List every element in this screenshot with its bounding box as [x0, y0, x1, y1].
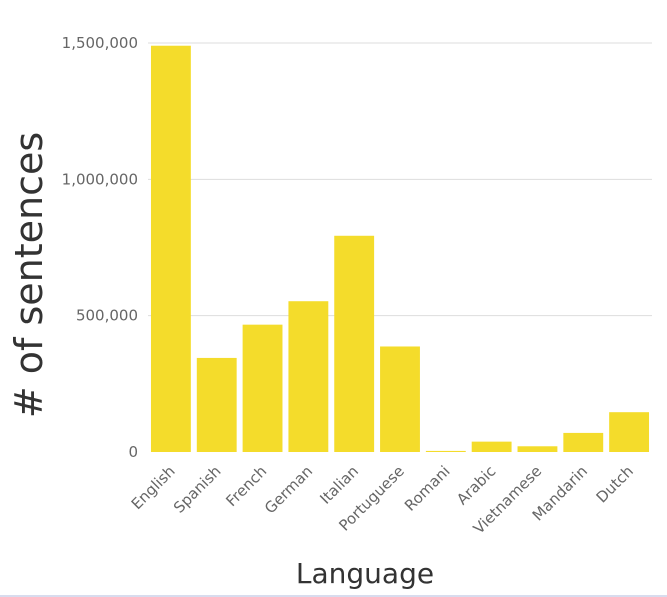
bar-english — [150, 45, 191, 453]
y-tick-label: 1,500,000 — [62, 34, 138, 52]
x-tick-label: Romani — [401, 462, 454, 515]
bar-vietnamese — [517, 446, 558, 452]
bar-romani — [425, 450, 466, 452]
bar-portuguese — [380, 346, 420, 452]
bar-spanish — [196, 357, 237, 452]
bar-dutch — [609, 412, 650, 452]
bar-arabic — [471, 441, 512, 452]
bars — [150, 45, 650, 453]
x-tick-label: Dutch — [593, 462, 637, 506]
bar-italian — [334, 235, 375, 452]
bar-mandarin — [563, 432, 604, 452]
y-tick-label: 500,000 — [76, 307, 138, 325]
gridlines — [148, 42, 652, 317]
bottom-divider — [0, 595, 667, 597]
bar-german — [288, 301, 329, 452]
y-tick-label: 1,000,000 — [62, 170, 138, 188]
bar-french — [242, 324, 283, 452]
y-axis-ticks: 0 500,000 1,000,000 1,500,000 — [62, 34, 138, 461]
x-tick-label: German — [261, 462, 316, 517]
x-tick-label: Spanish — [170, 462, 225, 517]
y-axis-title: # of sentences — [7, 132, 51, 418]
x-axis-title: Language — [296, 557, 434, 590]
y-tick-label: 0 — [128, 443, 138, 461]
